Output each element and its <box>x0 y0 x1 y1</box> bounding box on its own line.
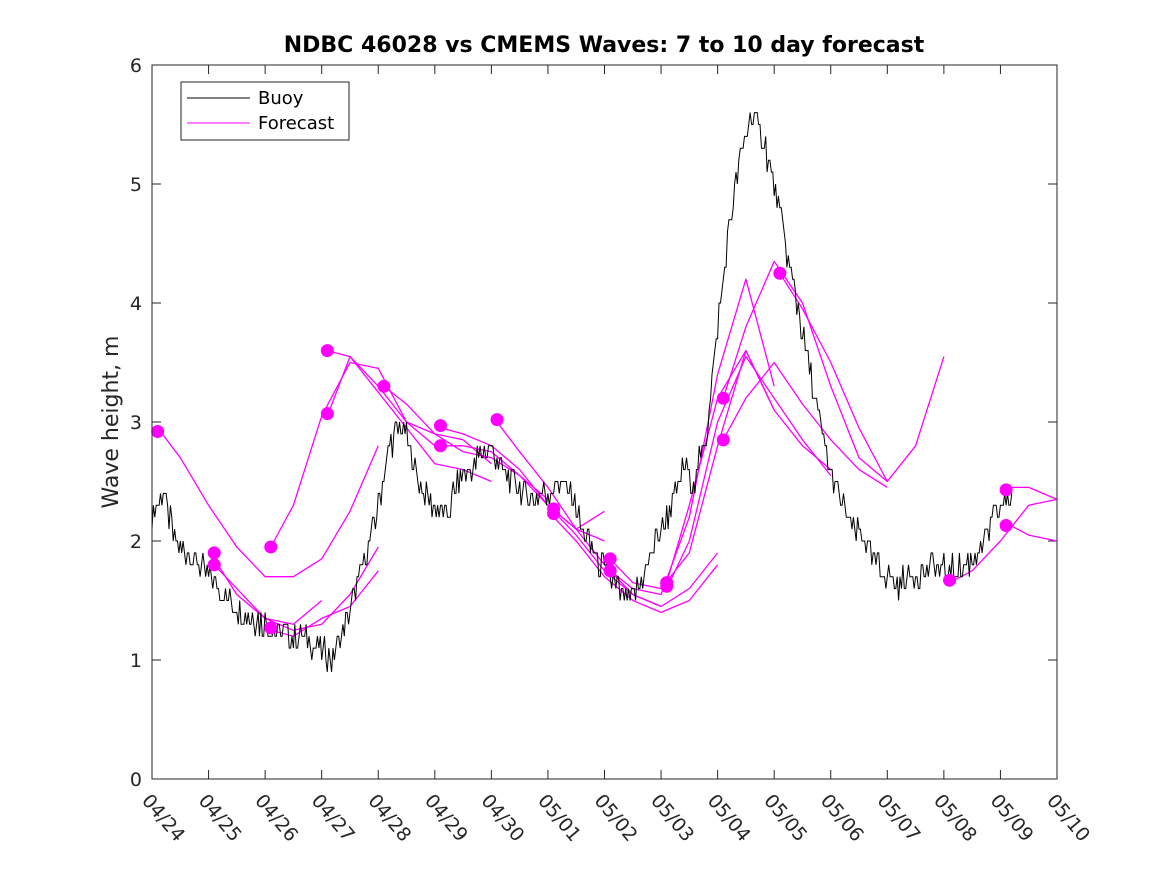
forecast-start-point <box>207 546 221 560</box>
x-tick-label: 04/26 <box>250 790 302 846</box>
buoy-series-line <box>151 112 1013 672</box>
legend: Buoy Forecast <box>180 81 350 141</box>
forecast-start-point <box>603 564 617 578</box>
forecast-start-point <box>999 483 1013 497</box>
y-tick-label: 6 <box>130 55 142 77</box>
forecast-series-line <box>722 361 888 488</box>
forecast-series-line <box>949 498 1058 584</box>
plot-area <box>152 65 1057 779</box>
y-axis-label: Wave height, m <box>99 336 124 509</box>
forecast-series-line <box>722 260 888 482</box>
forecast-series-line <box>553 510 719 608</box>
y-tick-label: 4 <box>130 293 142 315</box>
forecast-start-point <box>773 266 787 280</box>
y-tick-label: 0 <box>130 769 142 791</box>
buoy-line-group <box>151 112 1013 672</box>
x-tick-label: 04/29 <box>420 790 472 846</box>
forecast-start-point <box>377 379 391 393</box>
forecast-start-point <box>716 433 730 447</box>
forecast-start-points-group <box>151 266 1013 635</box>
forecast-series-line <box>666 355 832 589</box>
y-tick-label: 5 <box>130 174 142 196</box>
forecast-series-line <box>779 272 945 483</box>
forecast-start-point <box>999 519 1013 533</box>
forecast-start-point <box>660 579 674 593</box>
x-tick-label: 05/08 <box>929 790 981 846</box>
forecast-start-point <box>207 558 221 572</box>
forecast-series-line <box>213 546 379 631</box>
forecast-lines-group <box>157 260 1058 637</box>
y-tick-label: 1 <box>130 650 142 672</box>
x-tick-label: 05/10 <box>1042 790 1094 846</box>
x-tick-label: 04/28 <box>363 790 415 846</box>
y-tick-label: 2 <box>130 531 142 553</box>
x-tick-label: 04/27 <box>307 790 359 846</box>
x-tick-label: 04/25 <box>194 790 246 846</box>
forecast-start-point <box>151 425 165 439</box>
forecast-series-line <box>270 570 379 637</box>
x-tick-label: 05/06 <box>816 790 868 846</box>
forecast-start-point <box>433 419 447 433</box>
x-tick-label: 05/07 <box>872 790 924 846</box>
legend-box <box>180 81 350 141</box>
forecast-start-point <box>547 507 561 521</box>
x-tick-label: 05/02 <box>590 790 642 846</box>
forecast-series-line <box>1006 486 1058 500</box>
forecast-start-point <box>320 407 334 421</box>
forecast-start-point <box>603 552 617 566</box>
x-tick-label: 04/30 <box>477 790 529 846</box>
forecast-series-line <box>666 349 832 583</box>
forecast-start-point <box>490 413 504 427</box>
forecast-start-point <box>716 391 730 405</box>
forecast-series-line <box>1005 522 1058 542</box>
x-tick-label: 05/09 <box>986 790 1038 846</box>
forecast-start-point <box>264 621 278 635</box>
legend-forecast-label: Forecast <box>258 113 334 134</box>
forecast-series-line <box>157 427 379 578</box>
x-tick-label: 04/24 <box>137 790 189 846</box>
x-tick-label: 05/04 <box>703 790 755 846</box>
x-tick-label: 05/03 <box>646 790 698 846</box>
y-tick-label: 3 <box>130 412 142 434</box>
forecast-start-point <box>943 573 957 587</box>
x-tick-label: 05/05 <box>759 790 811 846</box>
forecast-start-point <box>433 439 447 453</box>
forecast-series-line <box>553 516 719 614</box>
forecast-start-point <box>264 540 278 554</box>
plot-frame <box>151 64 1058 780</box>
legend-buoy-label: Buoy <box>258 88 304 109</box>
forecast-start-point <box>320 344 334 358</box>
x-tick-label: 05/01 <box>533 790 585 846</box>
chart-title: NDBC 46028 vs CMEMS Waves: 7 to 10 day f… <box>284 33 925 58</box>
